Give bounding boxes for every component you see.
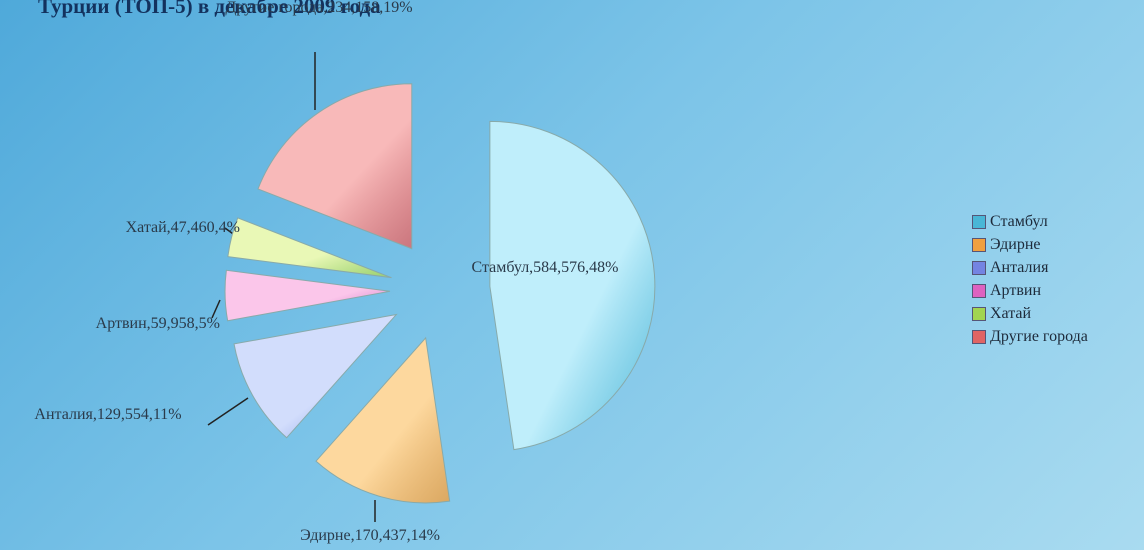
chart-title: Турции (ТОП-5) в декабре 2009 года: [38, 0, 381, 18]
legend-entry: Артвин: [972, 279, 1088, 302]
legend-entry: Анталия: [972, 256, 1088, 279]
data-label: Артвин,59,958,5%: [95, 315, 220, 332]
leader-line: [207, 397, 249, 426]
legend-swatch: [972, 306, 986, 321]
legend-label: Хатай: [990, 304, 1032, 322]
pie-slice: [227, 217, 392, 279]
legend-entry: Другие города: [972, 325, 1088, 348]
legend-swatch: [972, 214, 986, 229]
legend-swatch: [972, 283, 986, 298]
pie-slice: [257, 83, 413, 250]
legend-label: Стамбул: [990, 212, 1048, 230]
legend-label: Эдирне: [990, 235, 1041, 253]
data-label: Анталия,129,554,11%: [34, 406, 182, 423]
legend-swatch: [972, 260, 986, 275]
legend: Стамбул Эдирне Анталия Артвин Хатай Другие го…: [972, 210, 1088, 348]
pie-slice: [233, 313, 398, 439]
legend-label: Артвин: [990, 281, 1042, 299]
pie-slice: [489, 120, 656, 451]
legend-entry: Стамбул: [972, 210, 1088, 233]
legend-label: Другие города: [990, 327, 1088, 345]
legend-swatch: [972, 237, 986, 252]
pie-slice: [315, 336, 451, 504]
legend-entry: Хатай: [972, 302, 1088, 325]
legend-swatch: [972, 329, 986, 344]
legend-label: Анталия: [990, 258, 1049, 276]
data-label: Эдирне,170,437,14%: [300, 527, 440, 544]
data-label: Стамбул,584,576,48%: [471, 259, 619, 276]
legend-entry: Эдирне: [972, 233, 1088, 256]
leader-line: [211, 299, 221, 319]
pie-slice: [224, 269, 391, 322]
data-label: Другие города,234,158,19%: [225, 0, 413, 16]
data-label: Хатай,47,460,4%: [125, 219, 240, 236]
